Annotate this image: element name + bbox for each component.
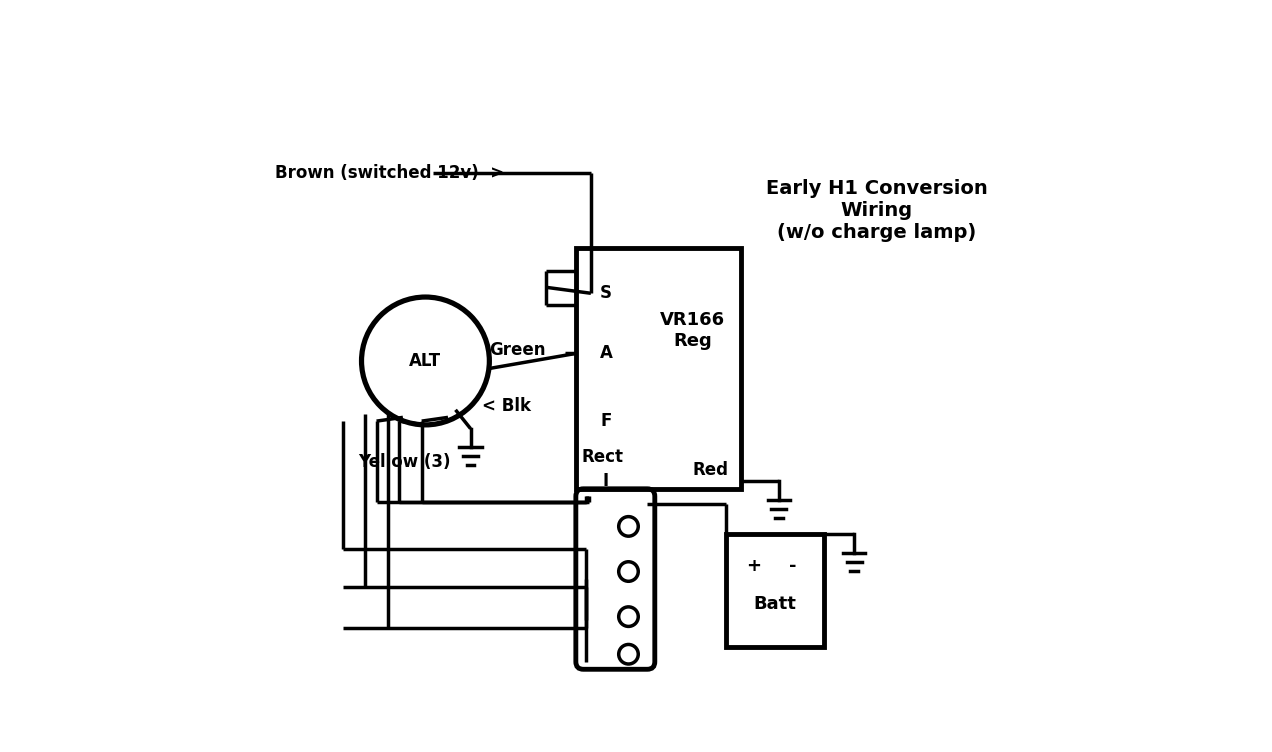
Text: A: A <box>599 344 612 362</box>
Text: -: - <box>789 556 796 575</box>
Text: Red: Red <box>692 461 729 479</box>
Text: Green: Green <box>490 341 546 359</box>
Text: S: S <box>600 284 612 302</box>
Text: Early H1 Conversion
Wiring
(w/o charge lamp): Early H1 Conversion Wiring (w/o charge l… <box>766 179 987 242</box>
Text: Yellow (3): Yellow (3) <box>357 453 450 472</box>
Bar <box>576 248 742 489</box>
Text: Rect: Rect <box>581 448 623 466</box>
Text: VR166
Reg: VR166 Reg <box>660 311 725 350</box>
Text: Brown (switched 12v)  >: Brown (switched 12v) > <box>275 164 504 182</box>
Bar <box>726 534 824 647</box>
Text: ALT: ALT <box>410 352 441 370</box>
Text: I: I <box>603 472 609 490</box>
Text: +: + <box>747 556 761 575</box>
Text: Batt: Batt <box>754 595 796 613</box>
Text: F: F <box>600 412 612 430</box>
Text: < Blk: < Blk <box>482 397 530 415</box>
